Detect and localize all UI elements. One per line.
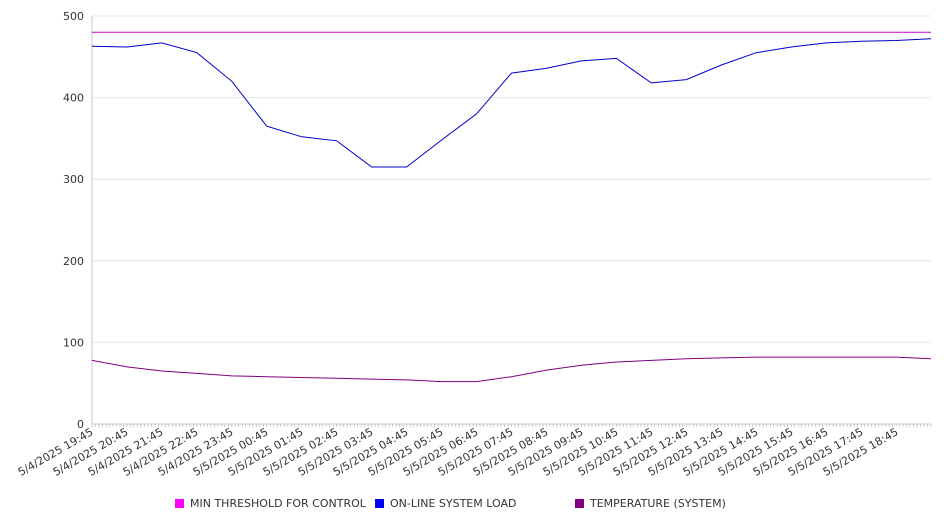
legend-item-min-threshold[interactable]: MIN THRESHOLD FOR CONTROL <box>175 497 366 510</box>
y-tick-label: 300 <box>63 173 84 186</box>
legend-swatch <box>175 499 184 508</box>
series-lines <box>91 31 932 383</box>
legend-label: MIN THRESHOLD FOR CONTROL <box>190 497 366 510</box>
x-tick-labels: 5/4/2025 19:455/4/2025 20:455/4/2025 21:… <box>16 425 901 479</box>
axes <box>91 16 932 427</box>
legend-label: ON-LINE SYSTEM LOAD <box>390 497 517 510</box>
legend-swatch <box>575 499 584 508</box>
legend-swatch <box>375 499 384 508</box>
y-tick-labels: 0 100 200 300 400 500 <box>63 10 84 431</box>
legend: MIN THRESHOLD FOR CONTROL ON-LINE SYSTEM… <box>0 497 946 515</box>
y-tick-label: 400 <box>63 92 84 105</box>
series-line-2 <box>91 356 932 383</box>
y-tick-label: 200 <box>63 255 84 268</box>
y-tick-label: 100 <box>63 336 84 349</box>
legend-item-system-load[interactable]: ON-LINE SYSTEM LOAD <box>375 497 516 510</box>
legend-item-temperature[interactable]: TEMPERATURE (SYSTEM) <box>575 497 726 510</box>
y-tick-label: 0 <box>77 418 84 431</box>
gridlines <box>92 15 931 343</box>
series-line-1 <box>91 38 932 168</box>
legend-label: TEMPERATURE (SYSTEM) <box>590 497 726 510</box>
y-tick-label: 500 <box>63 10 84 23</box>
